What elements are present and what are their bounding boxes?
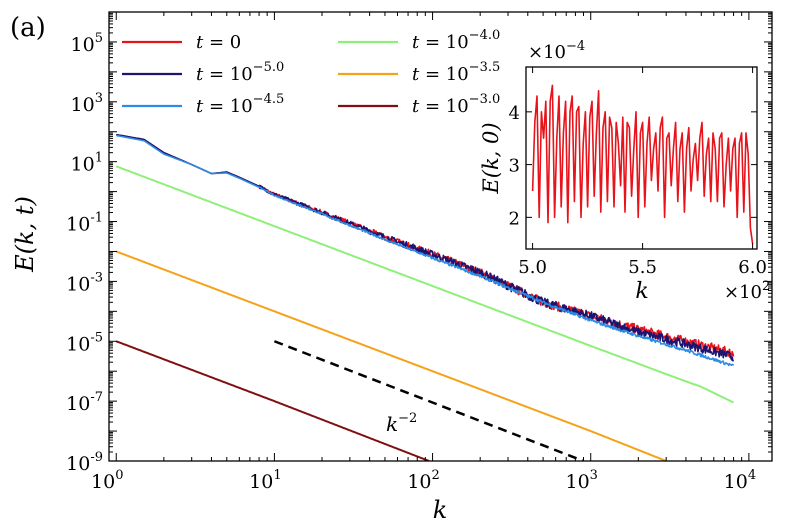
y-tick-label-exp: -1 (90, 211, 103, 226)
legend-label-exp: −5.0 (253, 60, 285, 75)
series-line-5 (115, 340, 430, 461)
reference-line-label-base: k (386, 412, 398, 436)
legend-label-1: t = 10−5.0 (196, 60, 284, 85)
legend-label-base: 10 (230, 64, 253, 85)
legend-label-base: 10 (446, 64, 469, 85)
legend-label-4: t = 10−3.5 (412, 60, 500, 85)
y-tick-label: 10-5 (66, 330, 103, 355)
x-tick-label: 103 (565, 468, 597, 493)
y-tick-label-base: 10 (71, 154, 95, 176)
y-tick-label-exp: 3 (95, 91, 103, 106)
inset-y-axis-title: E(k, 0) (479, 122, 503, 194)
x-tick-label-base: 10 (724, 471, 748, 493)
x-tick-label-exp: 0 (115, 468, 123, 483)
inset-x-tick-label: 6.0 (738, 257, 767, 278)
x-tick-label-exp: 1 (273, 468, 281, 483)
inset-y-tick-label: 4 (509, 103, 520, 124)
legend-label-exp: −4.5 (253, 92, 285, 107)
x-tick-label-base: 10 (249, 471, 273, 493)
inset-x-tick-label: 5.5 (628, 257, 657, 278)
y-tick-label-exp: -9 (90, 450, 103, 465)
x-axis-title: k (433, 496, 448, 524)
x-tick-label: 101 (249, 468, 281, 493)
reference-line-label: k−2 (386, 411, 417, 436)
y-tick-label: 10-3 (66, 270, 103, 295)
inset-y-multiplier-base: ×10 (528, 42, 566, 63)
legend-label-3: t = 10−4.0 (412, 28, 500, 53)
inset-y-multiplier: ×10−4 (528, 39, 585, 63)
y-tick-label-base: 10 (71, 34, 95, 56)
x-tick-label: 100 (91, 468, 123, 493)
x-tick-label-base: 10 (407, 471, 431, 493)
inset-y-tick-label: 2 (509, 208, 520, 229)
series-line-3 (115, 165, 734, 404)
inset-y-multiplier-exp: −4 (566, 39, 585, 54)
y-tick-label-base: 10 (66, 393, 90, 415)
main-plot-frame (108, 11, 773, 462)
legend-label-base: 10 (446, 32, 469, 53)
y-tick-label-base: 10 (66, 333, 90, 355)
series-line-4 (115, 250, 667, 461)
reference-line-k-minus-2 (273, 340, 584, 461)
y-tick-label-exp: -3 (90, 270, 103, 285)
x-tick-label-exp: 2 (432, 468, 440, 483)
legend-label-exp: −3.5 (469, 60, 501, 75)
legend-label-base: 10 (230, 96, 253, 117)
legend-label-prefix: t = (196, 96, 230, 117)
y-tick-label: 10-1 (66, 211, 103, 236)
legend-label-prefix: t = (196, 64, 230, 85)
inset-x-axis-title: k (635, 279, 648, 304)
legend-label-base: 0 (230, 32, 241, 53)
legend-label-base: 10 (446, 96, 469, 117)
inset-y-tick-label: 3 (509, 156, 520, 177)
legend-label-prefix: t = (412, 32, 446, 53)
y-tick-label-exp: -5 (90, 330, 103, 345)
inset-x-multiplier-base: ×10 (724, 282, 762, 303)
legend-label-exp: −3.0 (469, 92, 501, 107)
inset-x-tick-label: 5.0 (518, 257, 547, 278)
series-line-2 (116, 134, 735, 367)
y-tick-label: 105 (71, 31, 103, 56)
x-tick-label: 102 (407, 468, 439, 493)
x-tick-label-exp: 3 (590, 468, 598, 483)
x-tick-label-base: 10 (565, 471, 589, 493)
y-axis-title: E(k, t) (11, 196, 39, 273)
inset-tick-marks (526, 67, 757, 249)
legend-label-prefix: t = (412, 64, 446, 85)
x-tick-label: 104 (724, 468, 756, 493)
series-group (115, 133, 735, 461)
legend-label-2: t = 10−4.5 (196, 92, 284, 117)
y-tick-label-base: 10 (66, 214, 90, 236)
y-tick-label-base: 10 (71, 94, 95, 116)
y-tick-label-exp: 1 (95, 151, 103, 166)
inset-x-multiplier: ×102 (724, 279, 770, 303)
y-tick-label-base: 10 (66, 273, 90, 295)
x-tick-label-exp: 4 (748, 468, 756, 483)
reference-line-label-exp: −2 (398, 411, 417, 426)
x-tick-label-base: 10 (91, 471, 115, 493)
legend-label-5: t = 10−3.0 (412, 92, 500, 117)
y-tick-label: 10-7 (66, 390, 103, 415)
inset-x-multiplier-exp: 2 (762, 279, 770, 294)
legend-label-exp: −4.0 (469, 28, 501, 43)
y-tick-label: 103 (71, 91, 103, 116)
legend-label-0: t = 0 (196, 32, 241, 53)
y-tick-label: 101 (71, 151, 103, 176)
y-tick-label-base: 10 (66, 453, 90, 475)
y-tick-label-exp: 5 (95, 31, 103, 46)
legend-label-prefix: t = (412, 96, 446, 117)
y-tick-label-exp: -7 (90, 390, 103, 405)
inset-series-line (531, 84, 754, 244)
y-tick-label: 10-9 (66, 450, 103, 475)
panel-label: (a) (10, 13, 46, 43)
legend-label-prefix: t = (196, 32, 230, 53)
tick-marks (108, 11, 772, 462)
